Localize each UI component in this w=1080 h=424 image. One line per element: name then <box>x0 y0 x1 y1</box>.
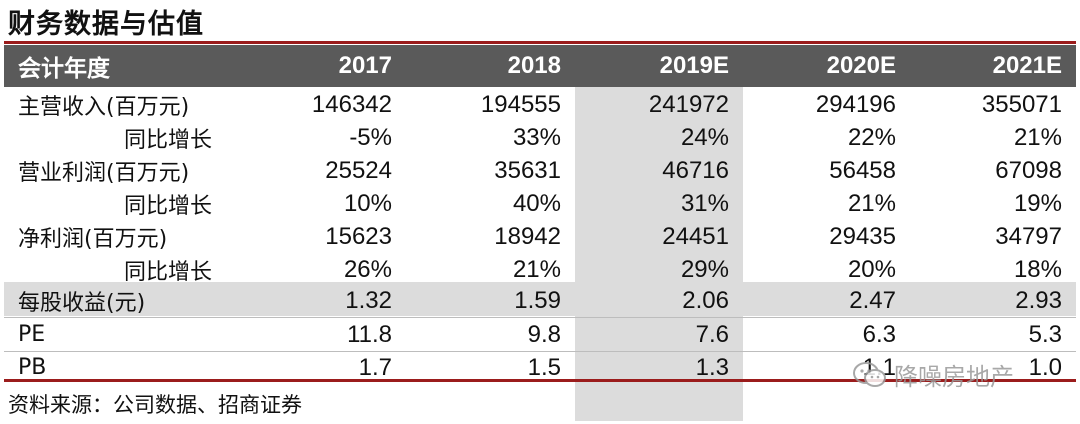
table-cell: 11.8 <box>347 320 392 348</box>
table-cell: 56458 <box>829 156 896 184</box>
table-cell: 294196 <box>815 90 896 118</box>
table-cell: 1.5 <box>527 353 561 381</box>
table-cell: 24% <box>680 123 729 151</box>
row-label: 每股收益(元) <box>18 290 146 316</box>
eps-row-highlight <box>4 282 1076 316</box>
table-cell: 355071 <box>981 90 1062 118</box>
table-cell: 5.3 <box>1028 320 1062 348</box>
table-cell: 33% <box>512 123 561 151</box>
table-cell: 1.32 <box>345 286 392 314</box>
row-label: 净利润(百万元) <box>18 226 168 252</box>
forecast-column-highlight <box>575 87 743 421</box>
table-cell: 29435 <box>829 222 896 250</box>
table-cell: 146342 <box>311 90 392 118</box>
table-row: 同比增长 26% 21% 29% 20% 18% <box>4 253 1076 286</box>
table-row: 主营收入(百万元) 146342 194555 241972 294196 355071 <box>4 88 1076 121</box>
page-title: 财务数据与估值 <box>8 9 204 40</box>
table-cell: 46716 <box>662 156 729 184</box>
source-note: 资料来源：公司数据、招商证券 <box>8 393 302 417</box>
table-cell: 34797 <box>995 222 1062 250</box>
row-label: PE <box>18 322 46 347</box>
header-year: 2020E <box>826 52 896 79</box>
table-cell: 31% <box>680 189 729 217</box>
header-year: 2017 <box>338 52 392 79</box>
header-label: 会计年度 <box>18 56 110 82</box>
table-cell: 20% <box>847 255 896 283</box>
table-cell: 1.7 <box>358 353 392 381</box>
watermark-text: 降噪房地产 <box>894 363 1014 391</box>
table-row: 同比增长 10% 40% 31% 21% 19% <box>4 187 1076 220</box>
row-label: 同比增长 <box>124 193 213 219</box>
table-cell: 9.8 <box>527 320 561 348</box>
table-cell: 241972 <box>648 90 729 118</box>
table-cell: 18942 <box>494 222 561 250</box>
table-row: 营业利润(百万元) 25524 35631 46716 56458 67098 <box>4 154 1076 187</box>
table-cell: 19% <box>1013 189 1062 217</box>
table-cell: 26% <box>343 255 392 283</box>
table-cell: 21% <box>512 255 561 283</box>
table-bottom-divider <box>4 379 1076 382</box>
watermark: 降噪房地产 <box>852 357 1014 392</box>
table-cell: 35631 <box>494 156 561 184</box>
table-row: 每股收益(元) 1.32 1.59 2.06 2.47 2.93 <box>4 284 1076 317</box>
header-year: 2019E <box>659 52 729 79</box>
table-cell: 29% <box>680 255 729 283</box>
table-cell: 24451 <box>662 222 729 250</box>
row-label: 同比增长 <box>124 127 213 153</box>
table-cell: 2.06 <box>682 286 729 314</box>
wechat-icon <box>853 361 886 387</box>
row-label: 主营收入(百万元) <box>18 94 190 120</box>
table-cell: 21% <box>1013 123 1062 151</box>
table-row: 净利润(百万元) 15623 18942 24451 29435 34797 <box>4 220 1076 253</box>
row-label: PB <box>18 355 47 380</box>
row-divider <box>4 351 1076 352</box>
table-cell: -5% <box>349 123 392 151</box>
row-divider <box>4 317 1076 318</box>
table-cell: 18% <box>1013 255 1062 283</box>
table-cell: 22% <box>847 123 896 151</box>
table-cell: 194555 <box>480 90 561 118</box>
header-year: 2021E <box>992 52 1062 79</box>
table-cell: 40% <box>512 189 561 217</box>
table-cell: 10% <box>343 189 392 217</box>
row-label: 同比增长 <box>124 259 213 285</box>
table-cell: 2.47 <box>849 286 896 314</box>
table-cell: 2.93 <box>1015 286 1062 314</box>
table-cell: 1.3 <box>695 353 729 381</box>
table-cell: 67098 <box>995 156 1062 184</box>
table-cell: 6.3 <box>862 320 896 348</box>
table-cell: 21% <box>847 189 896 217</box>
table-row: 同比增长 -5% 33% 24% 22% 21% <box>4 121 1076 154</box>
table-cell: 1.59 <box>514 286 561 314</box>
table-cell: 1.0 <box>1028 353 1062 381</box>
table-header: 会计年度 2017 2018 2019E 2020E 2021E <box>4 45 1076 87</box>
table-cell: 25524 <box>325 156 392 184</box>
header-year: 2018 <box>507 52 561 79</box>
table-row: PE 11.8 9.8 7.6 6.3 5.3 <box>4 318 1076 351</box>
table-cell: 15623 <box>325 222 392 250</box>
table-cell: 7.6 <box>695 320 729 348</box>
title-divider <box>4 41 1076 44</box>
row-label: 营业利润(百万元) <box>18 160 190 186</box>
